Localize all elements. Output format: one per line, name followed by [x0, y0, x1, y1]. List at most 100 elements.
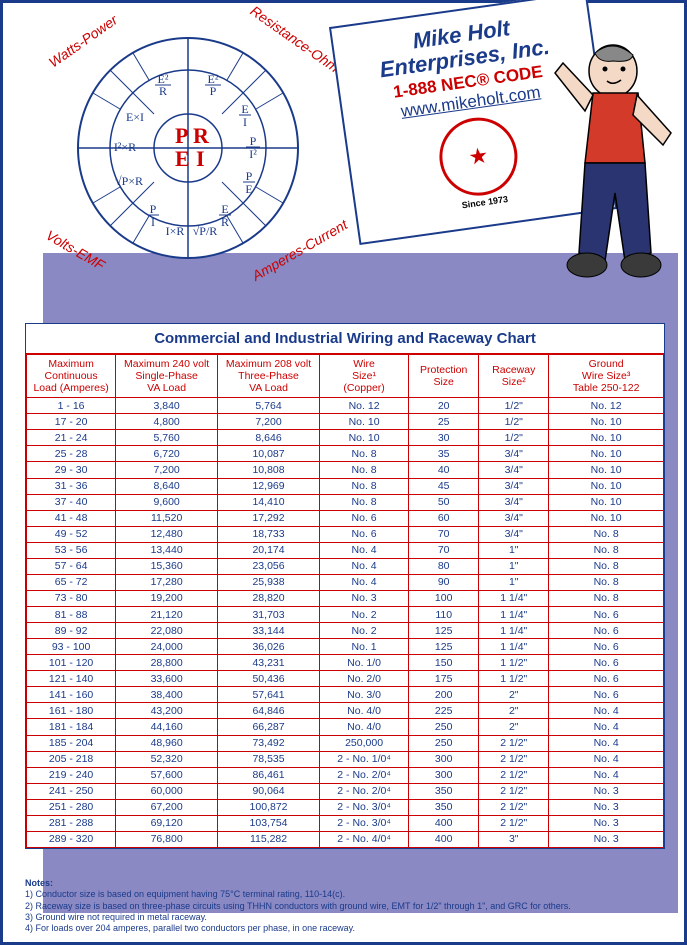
table-cell: 31,703 — [218, 607, 320, 623]
table-cell: 2 1/2" — [479, 799, 549, 815]
table-cell: 70 — [409, 542, 479, 558]
table-cell: No. 3 — [549, 799, 664, 815]
chart-notes: Notes: 1) Conductor size is based on equ… — [25, 878, 665, 934]
table-cell: No. 2 — [319, 607, 408, 623]
table-cell: 2 - No. 4/0⁴ — [319, 831, 408, 847]
table-cell: 1" — [479, 574, 549, 590]
table-cell: No. 4 — [549, 735, 664, 751]
table-cell: 41 - 48 — [27, 510, 116, 526]
table-cell: 28,800 — [116, 655, 218, 671]
svg-text:I: I — [196, 146, 205, 171]
table-row: 289 - 32076,800115,2822 - No. 4/0⁴4003"N… — [27, 831, 664, 847]
table-cell: 1 1/2" — [479, 671, 549, 687]
table-cell: 281 - 288 — [27, 815, 116, 831]
table-cell: 200 — [409, 687, 479, 703]
table-cell: 45 — [409, 478, 479, 494]
table-cell: No. 3 — [319, 590, 408, 606]
svg-text:P: P — [250, 134, 257, 148]
table-cell: 93 - 100 — [27, 639, 116, 655]
table-cell: No. 8 — [549, 590, 664, 606]
table-cell: 78,535 — [218, 751, 320, 767]
table-cell: 141 - 160 — [27, 687, 116, 703]
table-cell: 175 — [409, 671, 479, 687]
table-cell: 289 - 320 — [27, 831, 116, 847]
table-row: 37 - 409,60014,410No. 8503/4"No. 10 — [27, 494, 664, 510]
table-cell: 22,080 — [116, 623, 218, 639]
table-cell: 350 — [409, 783, 479, 799]
table-cell: 161 - 180 — [27, 703, 116, 719]
column-header: RacewaySize² — [479, 355, 549, 398]
table-cell: 60 — [409, 510, 479, 526]
table-cell: No. 4 — [549, 719, 664, 735]
table-cell: No. 10 — [549, 510, 664, 526]
note-2: 2) Raceway size is based on three-phase … — [25, 901, 571, 911]
table-cell: 2 1/2" — [479, 815, 549, 831]
table-cell: 11,520 — [116, 510, 218, 526]
table-cell: 2 - No. 1/0⁴ — [319, 751, 408, 767]
table-cell: No. 10 — [319, 414, 408, 430]
svg-text:P: P — [150, 202, 157, 216]
table-cell: No. 4 — [319, 542, 408, 558]
table-cell: 7,200 — [116, 462, 218, 478]
table-cell: 2 1/2" — [479, 751, 549, 767]
table-cell: 90,064 — [218, 783, 320, 799]
table-cell: 2" — [479, 719, 549, 735]
table-cell: 251 - 280 — [27, 799, 116, 815]
svg-text:P: P — [210, 84, 217, 98]
table-cell: 43,200 — [116, 703, 218, 719]
table-cell: No. 6 — [549, 671, 664, 687]
column-header: MaximumContinuousLoad (Amperes) — [27, 355, 116, 398]
table-cell: 80 — [409, 558, 479, 574]
table-cell: 10,087 — [218, 446, 320, 462]
table-row: 251 - 28067,200100,8722 - No. 3/0⁴3502 1… — [27, 799, 664, 815]
svg-text:R: R — [193, 123, 210, 148]
table-row: 81 - 8821,12031,703No. 21101 1/4"No. 6 — [27, 607, 664, 623]
table-cell: 50,436 — [218, 671, 320, 687]
table-row: 29 - 307,20010,808No. 8403/4"No. 10 — [27, 462, 664, 478]
table-cell: 69,120 — [116, 815, 218, 831]
table-cell: 350 — [409, 799, 479, 815]
table-cell: 38,400 — [116, 687, 218, 703]
table-cell: 185 - 204 — [27, 735, 116, 751]
table-cell: 67,200 — [116, 799, 218, 815]
table-cell: 14,410 — [218, 494, 320, 510]
table-cell: 400 — [409, 815, 479, 831]
table-cell: No. 3/0 — [319, 687, 408, 703]
table-cell: 64,846 — [218, 703, 320, 719]
svg-text:E: E — [245, 182, 252, 196]
table-cell: 90 — [409, 574, 479, 590]
table-cell: No. 3 — [549, 831, 664, 847]
table-cell: 2 - No. 2/0⁴ — [319, 783, 408, 799]
table-cell: 43,231 — [218, 655, 320, 671]
table-cell: 5,760 — [116, 430, 218, 446]
table-row: 141 - 16038,40057,641No. 3/02002"No. 6 — [27, 687, 664, 703]
table-row: 205 - 21852,32078,5352 - No. 1/0⁴3002 1/… — [27, 751, 664, 767]
svg-text:I²: I² — [249, 147, 257, 161]
table-cell: 250 — [409, 735, 479, 751]
table-cell: 57 - 64 — [27, 558, 116, 574]
table-row: 181 - 18444,16066,287No. 4/02502"No. 4 — [27, 719, 664, 735]
table-cell: 4,800 — [116, 414, 218, 430]
table-cell: 25,938 — [218, 574, 320, 590]
table-cell: No. 10 — [549, 478, 664, 494]
table-cell: 300 — [409, 767, 479, 783]
table-cell: 48,960 — [116, 735, 218, 751]
table-cell: 103,754 — [218, 815, 320, 831]
svg-text:E: E — [241, 102, 248, 116]
table-cell: No. 8 — [319, 462, 408, 478]
table-cell: No. 2 — [319, 623, 408, 639]
table-cell: 250 — [409, 719, 479, 735]
table-cell: No. 6 — [319, 526, 408, 542]
table-cell: No. 8 — [319, 446, 408, 462]
note-3: 3) Ground wire not required in metal rac… — [25, 912, 207, 922]
table-cell: 29 - 30 — [27, 462, 116, 478]
table-cell: 3/4" — [479, 446, 549, 462]
table-cell: No. 4 — [319, 558, 408, 574]
table-cell: 17,280 — [116, 574, 218, 590]
svg-text:R: R — [159, 84, 167, 98]
table-cell: 241 - 250 — [27, 783, 116, 799]
table-cell: 100,872 — [218, 799, 320, 815]
table-cell: 31 - 36 — [27, 478, 116, 494]
table-cell: No. 8 — [319, 494, 408, 510]
table-cell: 52,320 — [116, 751, 218, 767]
